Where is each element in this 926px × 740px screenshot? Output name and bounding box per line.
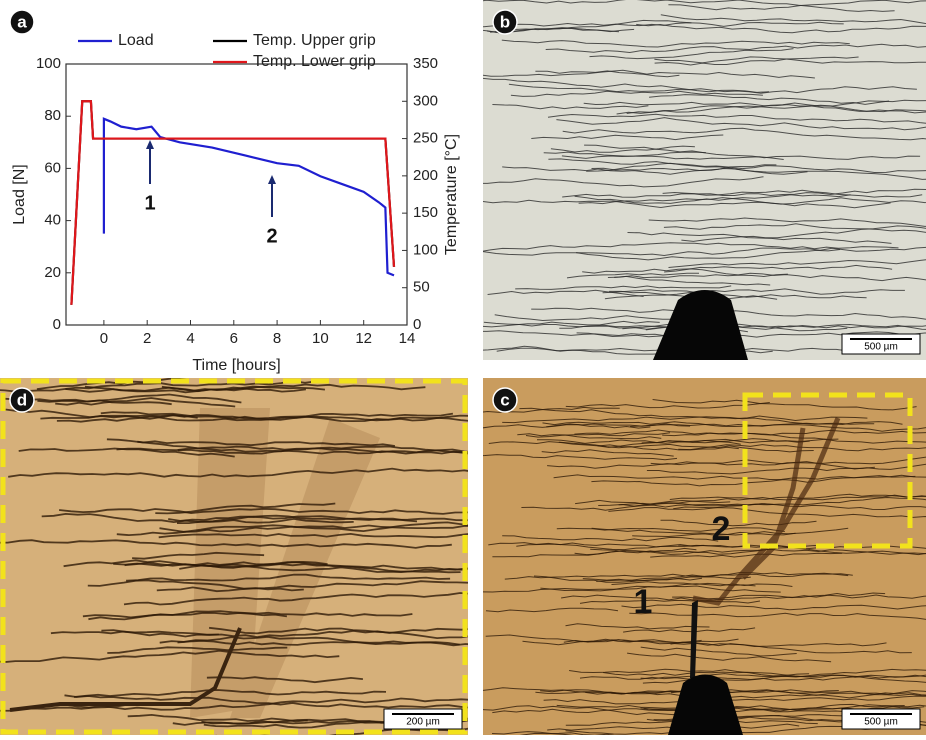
plot-frame [66,64,407,325]
y-axis-label: Load [N] [11,164,28,224]
panel-label: c [500,390,509,409]
legend-label: Temp. Upper grip [253,32,376,49]
scale-bar-label: 200 µm [406,717,440,728]
y-tick-label: 40 [44,212,61,229]
y2-tick-label: 200 [413,167,438,184]
y2-tick-label: 350 [413,55,438,72]
y-tick-label: 80 [44,107,61,124]
panel-label: d [17,390,27,409]
x-tick-label: 12 [355,330,372,347]
scale-bar-label: 500 µm [864,717,898,728]
crack-annotation: 2 [712,510,731,548]
scale-bar-label: 500 µm [864,342,898,353]
arrow-head [268,175,276,184]
micrograph-b: b 500 µm [463,0,926,360]
x-tick-label: 10 [312,330,329,347]
y2-tick-label: 100 [413,241,438,258]
x-tick-label: 2 [143,330,151,347]
micrograph-c: c 500 µm 1 2 [467,378,926,735]
x-tick-label: 4 [186,330,194,347]
y-tick-label: 20 [44,264,61,281]
annotation: 2 [266,225,277,247]
legend-label: Load [118,32,154,49]
legend-label: Temp. Lower grip [253,53,376,70]
y2-axis-label: Temperature [°C] [443,134,460,255]
y2-tick-label: 50 [413,279,430,296]
y2-tick-label: 250 [413,130,438,147]
series-line [71,101,394,305]
y-tick-label: 60 [44,159,61,176]
x-tick-label: 8 [273,330,281,347]
x-axis-label: Time [hours] [192,357,280,374]
y2-tick-label: 300 [413,92,438,109]
arrow-head [146,140,154,149]
x-tick-label: 0 [100,330,108,347]
annotation: 1 [144,192,155,214]
crack-annotation: 1 [634,583,653,621]
panel-label: b [500,12,510,31]
x-tick-label: 6 [230,330,238,347]
y-tick-label: 100 [36,55,61,72]
panel-label: a [17,12,27,31]
y2-tick-label: 0 [413,316,421,333]
series-line [71,101,394,305]
y2-tick-label: 150 [413,204,438,221]
y-tick-label: 0 [53,316,61,333]
